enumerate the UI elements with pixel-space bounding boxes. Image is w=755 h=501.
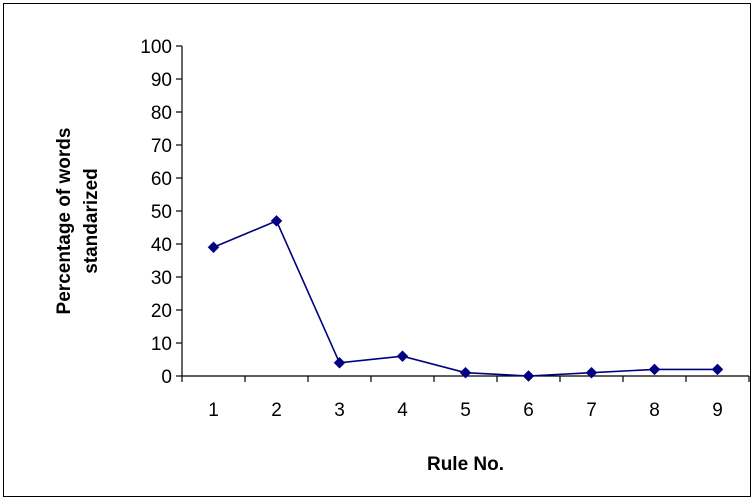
- y-tick-label: 90: [151, 70, 172, 91]
- y-tick-label: 70: [151, 136, 172, 157]
- data-point-marker: [270, 215, 283, 227]
- y-axis-title: Percentage of words standarized: [54, 128, 102, 315]
- data-point-marker: [207, 241, 220, 254]
- chart-frame: [3, 3, 751, 497]
- data-point-marker: [333, 356, 346, 369]
- x-tick-label: 9: [712, 400, 723, 421]
- y-tick-label: 30: [151, 268, 172, 289]
- data-point-marker: [711, 363, 724, 376]
- y-tick-label: 80: [151, 103, 172, 124]
- y-axis-title-line: standarized: [81, 168, 102, 274]
- x-axis-title: Rule No.: [427, 454, 504, 475]
- x-tick-label: 5: [460, 400, 471, 421]
- y-tick-label: 40: [151, 235, 172, 256]
- series-line: [213, 219, 718, 377]
- data-point-marker: [648, 363, 661, 376]
- x-tick-label: 4: [397, 400, 408, 421]
- x-tick-label: 2: [271, 400, 282, 421]
- data-point-marker: [522, 370, 535, 382]
- x-tick-label: 3: [334, 400, 345, 421]
- series-group: [207, 215, 724, 382]
- x-tick-label: 1: [208, 400, 219, 421]
- axes: 0 10 20 30 40 50 60 70 80 90 100 1 2 3 4 5 6 7 8 9: [140, 37, 750, 421]
- x-tick-label: 6: [523, 400, 534, 421]
- x-tick-label: 8: [649, 400, 660, 421]
- y-axis-title-line: Percentage of words: [54, 128, 75, 315]
- y-tick-label: 0: [161, 367, 172, 388]
- data-point-marker: [585, 366, 598, 379]
- y-tick-label: 50: [151, 202, 172, 223]
- y-tick-label: 100: [140, 37, 172, 58]
- y-tick-label: 20: [151, 301, 172, 322]
- y-tick-label: 60: [151, 169, 172, 190]
- data-point-marker: [396, 350, 409, 363]
- x-tick-label: 7: [586, 400, 597, 421]
- data-point-marker: [459, 366, 472, 379]
- y-tick-label: 10: [151, 334, 172, 355]
